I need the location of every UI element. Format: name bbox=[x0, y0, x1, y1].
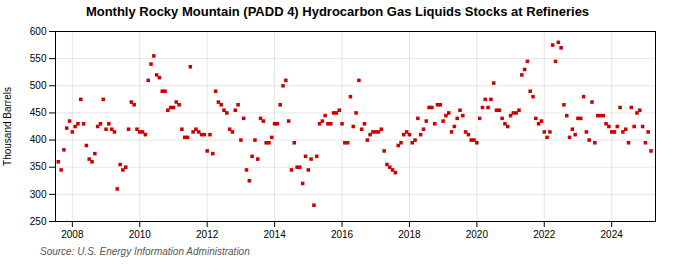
html-text:Monthly Rocky Mountain (PADD 4: Monthly Rocky Mountain (PADD 4) Hydrocar… bbox=[85, 4, 590, 19]
svg-text:2020: 2020 bbox=[466, 229, 489, 240]
svg-text:550: 550 bbox=[30, 53, 47, 64]
html-text:Source: U.S. Energy Informatio: Source: U.S. Energy Information Administ… bbox=[40, 246, 250, 257]
svg-text:300: 300 bbox=[30, 189, 47, 200]
svg-text:2008: 2008 bbox=[61, 229, 84, 240]
svg-text:2022: 2022 bbox=[533, 229, 556, 240]
svg-text:2018: 2018 bbox=[398, 229, 421, 240]
svg-text:350: 350 bbox=[30, 161, 47, 172]
svg-text:2014: 2014 bbox=[263, 229, 286, 240]
svg-text:2016: 2016 bbox=[331, 229, 354, 240]
svg-text:450: 450 bbox=[30, 107, 47, 118]
svg-text:Thousand Barrels: Thousand Barrels bbox=[2, 87, 13, 166]
svg-text:600: 600 bbox=[30, 26, 47, 37]
svg-text:2012: 2012 bbox=[196, 229, 219, 240]
svg-text:2010: 2010 bbox=[129, 229, 152, 240]
svg-text:500: 500 bbox=[30, 80, 47, 91]
svg-text:400: 400 bbox=[30, 134, 47, 145]
svg-text:250: 250 bbox=[30, 216, 47, 227]
svg-text:2024: 2024 bbox=[601, 229, 624, 240]
